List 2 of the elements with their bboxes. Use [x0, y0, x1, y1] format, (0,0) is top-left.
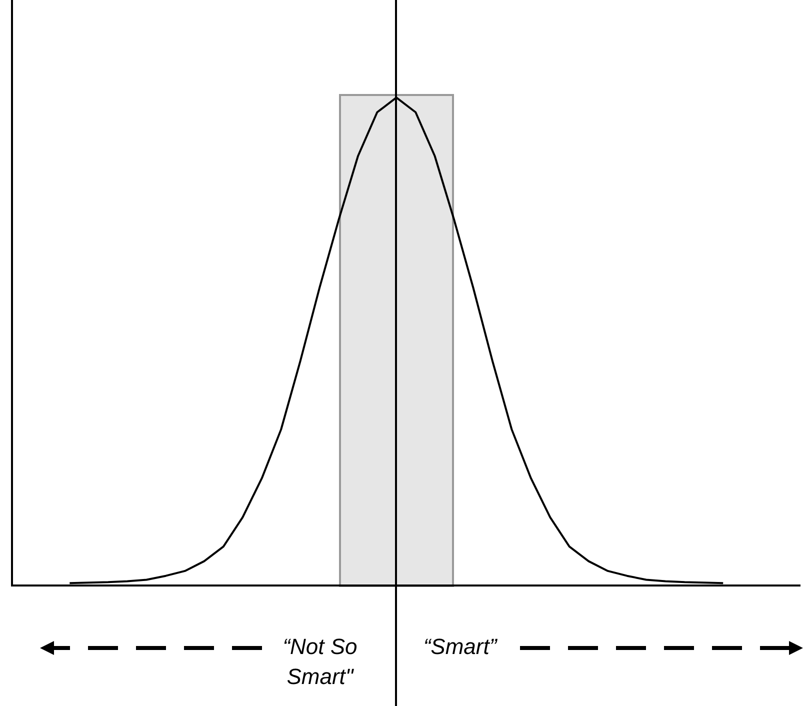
text: “Not So Smart"	[282, 633, 358, 691]
text: “Smart”	[422, 633, 498, 661]
